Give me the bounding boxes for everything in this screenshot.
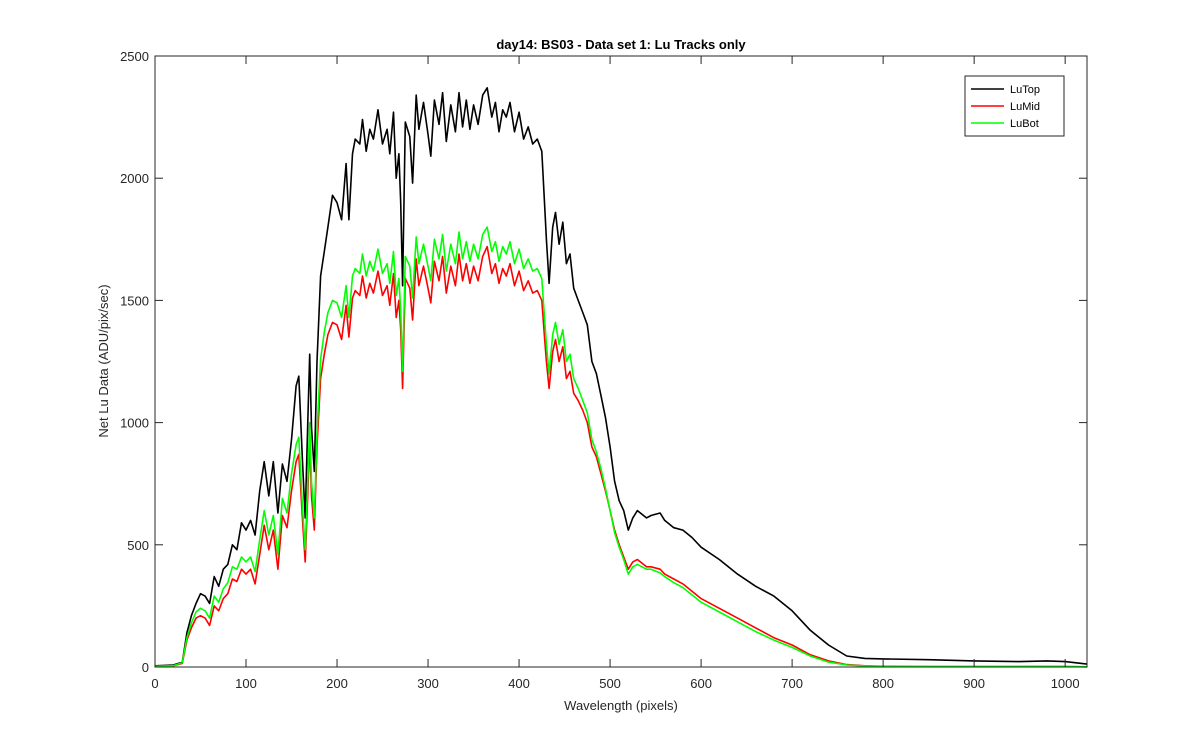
x-tick-label: 700 bbox=[781, 676, 803, 691]
x-tick-label: 0 bbox=[151, 676, 158, 691]
series-line-lutop bbox=[154, 87, 1088, 667]
x-tick-label: 300 bbox=[417, 676, 439, 691]
legend-label-lutop: LuTop bbox=[1010, 84, 1040, 96]
x-tick-label: 900 bbox=[963, 676, 985, 691]
y-tick-label: 0 bbox=[142, 660, 149, 675]
chart-title: day14: BS03 - Data set 1: Lu Tracks only bbox=[496, 37, 746, 52]
series-layer bbox=[154, 87, 1088, 668]
x-axis-ticks: 0 100 200 300 400 500 600 700 800 900 1000 bbox=[151, 56, 1080, 691]
y-tick-label: 1500 bbox=[120, 293, 149, 308]
y-tick-label: 500 bbox=[127, 538, 149, 553]
x-tick-label: 500 bbox=[599, 676, 621, 691]
x-tick-label: 1000 bbox=[1051, 676, 1080, 691]
x-tick-label: 400 bbox=[508, 676, 530, 691]
y-axis-ticks: 0 500 1000 1500 2000 2500 bbox=[120, 49, 1087, 675]
series-line-lubot bbox=[154, 226, 1088, 668]
legend-label-lubot: LuBot bbox=[1010, 118, 1039, 130]
x-tick-label: 200 bbox=[326, 676, 348, 691]
x-tick-label: 800 bbox=[872, 676, 894, 691]
x-tick-label: 600 bbox=[690, 676, 712, 691]
plot-area bbox=[155, 56, 1087, 667]
y-tick-label: 2000 bbox=[120, 171, 149, 186]
series-line-lumid bbox=[154, 245, 1088, 668]
y-tick-label: 2500 bbox=[120, 49, 149, 64]
axes-box bbox=[154, 55, 1088, 668]
y-axis-label: Net Lu Data (ADU/pix/sec) bbox=[96, 284, 111, 437]
legend-label-lumid: LuMid bbox=[1010, 101, 1040, 113]
y-tick-label: 1000 bbox=[120, 416, 149, 431]
x-axis-label: Wavelength (pixels) bbox=[564, 698, 678, 713]
x-tick-label: 100 bbox=[235, 676, 257, 691]
legend: LuTop LuMid LuBot bbox=[964, 75, 1065, 137]
